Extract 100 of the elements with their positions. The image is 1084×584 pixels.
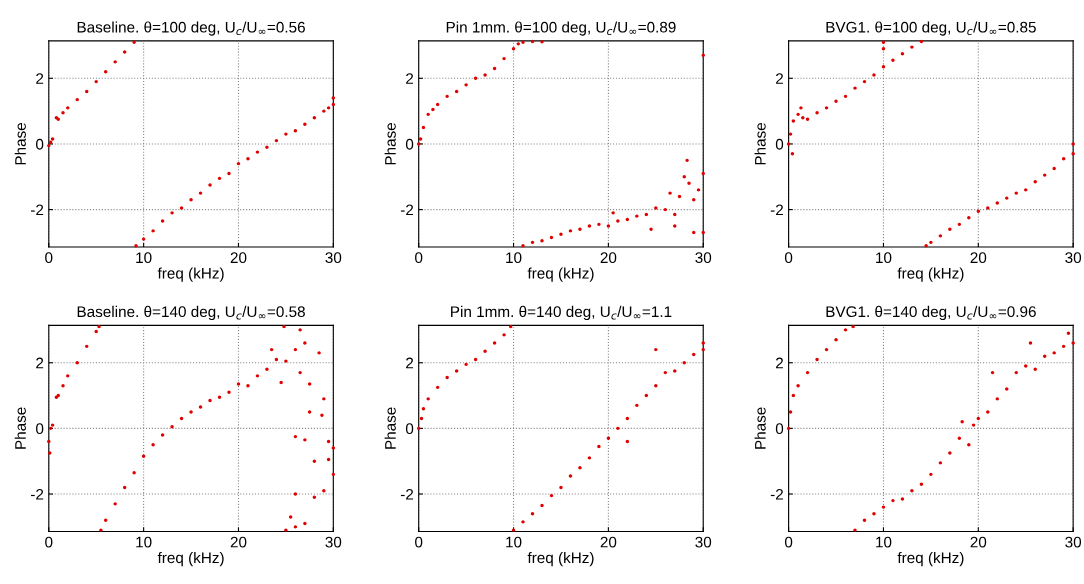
point <box>227 390 231 394</box>
x-tick-label: 30 <box>1065 536 1082 548</box>
point <box>597 222 601 227</box>
point <box>625 439 630 444</box>
point <box>900 51 905 56</box>
point <box>616 219 620 223</box>
point <box>799 106 803 110</box>
x-tick-label: 0 <box>45 536 53 548</box>
point <box>269 347 274 352</box>
point <box>132 470 136 475</box>
y-tick-label: 2 <box>406 73 414 84</box>
point <box>881 505 886 509</box>
point <box>1005 196 1009 200</box>
x-tick-label: 20 <box>970 536 987 548</box>
x-tick-label: 30 <box>325 536 342 548</box>
point <box>217 395 222 399</box>
point <box>279 380 283 385</box>
point <box>851 324 855 329</box>
point <box>530 240 535 245</box>
point <box>502 333 506 337</box>
point <box>872 73 876 77</box>
point <box>464 362 468 367</box>
point <box>322 109 326 113</box>
y-tick-label: -2 <box>770 488 783 500</box>
point <box>141 237 146 241</box>
x-tick-label: 0 <box>415 252 423 264</box>
point <box>663 370 668 375</box>
point <box>1024 188 1028 192</box>
point <box>426 112 430 117</box>
chart-title: Pin 1mm. θ=100 deg, U$_{c}$/U$_{∞}$=0.89 <box>446 21 676 36</box>
point <box>1005 387 1009 391</box>
point <box>1014 370 1018 375</box>
point <box>48 451 52 455</box>
point <box>198 191 203 195</box>
point <box>862 79 867 84</box>
x-axis-title: freq (kHz) <box>897 551 964 567</box>
point <box>701 230 705 235</box>
y-tick-label: -2 <box>31 488 44 500</box>
y-tick-label: 0 <box>36 423 44 435</box>
point <box>284 359 288 363</box>
point <box>910 45 914 49</box>
point <box>957 222 962 227</box>
point <box>293 525 298 529</box>
x-tick-label: 30 <box>695 536 712 548</box>
point <box>853 528 857 532</box>
x-axis-title: freq (kHz) <box>897 267 964 282</box>
point <box>483 73 487 77</box>
y-tick-label: -2 <box>770 204 783 216</box>
point <box>1052 351 1056 355</box>
point <box>1043 173 1047 177</box>
point <box>530 39 535 44</box>
point <box>929 240 933 245</box>
x-tick-label: 20 <box>600 252 617 264</box>
point <box>208 183 212 187</box>
point <box>151 229 155 233</box>
point <box>824 347 829 352</box>
point <box>331 102 336 107</box>
x-tick-label: 0 <box>784 252 793 264</box>
point <box>1061 344 1066 349</box>
point <box>948 451 952 455</box>
point <box>995 201 999 205</box>
point <box>141 454 146 458</box>
point <box>815 111 819 115</box>
point <box>673 369 677 373</box>
y-tick-label: 2 <box>776 357 783 369</box>
point <box>179 416 184 421</box>
x-tick-label: 0 <box>784 536 793 548</box>
point <box>326 106 331 110</box>
point <box>151 443 155 447</box>
point <box>986 206 990 210</box>
point <box>326 439 331 444</box>
y-axis-title: Phase <box>754 407 766 449</box>
point <box>1061 157 1066 161</box>
chart-title: BVG1. θ=140 deg, U$_{c}$/U$_{∞}$=0.96 <box>826 305 1036 321</box>
x-axis-title: freq (kHz) <box>157 267 224 282</box>
y-tick-label: 2 <box>406 357 414 369</box>
point <box>303 341 307 345</box>
point <box>85 89 89 94</box>
point <box>796 112 800 117</box>
point <box>236 161 241 166</box>
point <box>94 329 98 334</box>
point <box>331 472 336 477</box>
point <box>663 207 668 212</box>
point <box>910 489 914 493</box>
x-tick-label: 20 <box>230 536 247 548</box>
point <box>625 416 630 421</box>
point <box>549 493 554 498</box>
point <box>255 374 260 378</box>
point <box>976 416 981 421</box>
x-tick-label: 10 <box>136 536 152 548</box>
point <box>189 198 193 202</box>
y-axis-title: Phase <box>14 407 26 449</box>
y-tick-label: 0 <box>405 423 414 435</box>
y-axis-title: Phase <box>384 407 396 449</box>
y-tick-label: 2 <box>36 357 44 369</box>
point <box>274 357 279 362</box>
y-axis-title: Phase <box>754 122 766 165</box>
point <box>492 66 497 71</box>
y-tick-label: 2 <box>776 73 783 84</box>
point <box>635 403 639 408</box>
